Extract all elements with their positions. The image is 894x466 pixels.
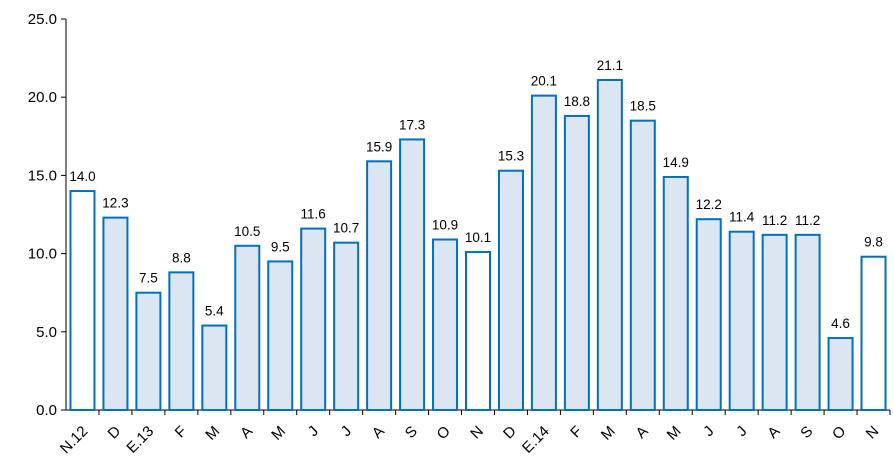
- bar: [530, 94, 557, 412]
- data-label: 11.2: [795, 213, 820, 228]
- y-tick-label: 15.0: [28, 167, 57, 184]
- x-tick-label: O: [829, 423, 849, 443]
- bar: [596, 78, 623, 411]
- bar: [860, 255, 887, 411]
- data-label: 10.1: [465, 230, 491, 245]
- x-tick-labels-group: N.12 D E.13 F M A M J J A S O N D E.14 F M A M J J A S O N: [57, 423, 882, 458]
- x-tick-label: D: [500, 423, 520, 443]
- bar: [399, 138, 426, 411]
- x-tick-label: J: [700, 423, 717, 440]
- x-tick-label: A: [237, 423, 256, 442]
- x-tick-label: J: [733, 423, 750, 440]
- data-label: 21.1: [597, 58, 623, 73]
- data-label: 9.8: [864, 235, 883, 250]
- data-label: 8.8: [172, 250, 191, 265]
- data-label: 9.5: [271, 239, 290, 254]
- data-labels-group: 14.0 12.3 7.5 8.8 5.4 10.5 9.5 11.6 10.7 15.9 17.3…: [69, 58, 883, 331]
- bar: [432, 238, 459, 411]
- x-tick-label: M: [268, 423, 289, 444]
- bar: [366, 160, 393, 411]
- bar: [201, 324, 228, 412]
- data-label: 11.4: [729, 210, 755, 225]
- data-label: 10.9: [432, 218, 458, 233]
- bar: [728, 230, 755, 411]
- data-label: 18.8: [564, 94, 590, 109]
- x-tick-label: E.13: [123, 423, 157, 457]
- x-tick-label: N: [467, 423, 487, 443]
- data-label: 11.6: [301, 207, 326, 222]
- data-label: 15.3: [498, 149, 524, 164]
- bar: [168, 271, 195, 412]
- data-label: 10.5: [234, 224, 260, 239]
- x-tick-label: E.14: [519, 423, 553, 457]
- x-tick-label: J: [305, 423, 322, 440]
- y-tick-label: 25.0: [28, 11, 57, 28]
- data-label: 10.7: [333, 221, 359, 236]
- data-label: 17.3: [399, 117, 425, 132]
- data-label: 12.2: [696, 197, 722, 212]
- bar: [794, 233, 821, 411]
- bar: [695, 218, 722, 411]
- bar: [465, 251, 491, 411]
- x-tick-label: M: [664, 423, 685, 444]
- y-tick-label: 0.0: [36, 402, 57, 419]
- bar: [629, 119, 656, 411]
- bar: [234, 244, 261, 411]
- data-label: 18.5: [630, 99, 656, 114]
- x-tick-label: M: [202, 423, 223, 444]
- x-tick-label: J: [338, 423, 355, 440]
- bar: [333, 241, 360, 411]
- data-label: 20.1: [531, 74, 557, 89]
- x-tick-label: S: [402, 423, 421, 442]
- bar: [267, 260, 294, 412]
- bar: [662, 175, 689, 411]
- data-label: 14.9: [663, 155, 689, 170]
- data-label: 7.5: [139, 271, 158, 286]
- x-tick-label: N: [863, 423, 883, 443]
- x-tick-label: D: [105, 423, 125, 443]
- bar: [135, 291, 162, 412]
- data-label: 14.0: [69, 169, 95, 184]
- x-tick-label: A: [369, 423, 388, 442]
- bar: [69, 190, 96, 411]
- x-tick-label: F: [172, 423, 191, 442]
- data-label: 11.2: [762, 213, 787, 228]
- x-tick-label: S: [797, 423, 816, 442]
- x-tick-label: F: [567, 423, 586, 442]
- x-tick-label: A: [633, 423, 652, 442]
- data-label: 5.4: [205, 304, 224, 319]
- bar: [300, 227, 327, 411]
- x-tick-label: O: [434, 423, 454, 443]
- x-tick-label: A: [764, 423, 783, 442]
- bars-group: [69, 78, 887, 412]
- x-tick-label: N.12: [57, 423, 91, 457]
- bar: [563, 114, 590, 412]
- bar: [102, 216, 129, 411]
- bar: [497, 169, 524, 411]
- bar: [761, 233, 788, 411]
- data-label: 15.9: [366, 139, 392, 154]
- data-label: 4.6: [831, 316, 850, 331]
- data-label: 12.3: [102, 196, 128, 211]
- x-tick-label: M: [598, 423, 619, 444]
- y-tick-label: 10.0: [28, 246, 57, 263]
- y-tick-label: 5.0: [36, 324, 57, 341]
- bar: [827, 337, 854, 411]
- y-tick-label: 20.0: [28, 89, 57, 106]
